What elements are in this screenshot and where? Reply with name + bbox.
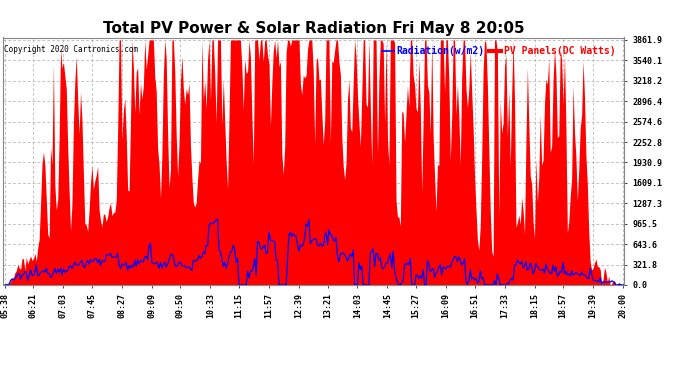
Title: Total PV Power & Solar Radiation Fri May 8 20:05: Total PV Power & Solar Radiation Fri May… [103, 21, 525, 36]
Legend: Radiation(w/m2), PV Panels(DC Watts): Radiation(w/m2), PV Panels(DC Watts) [378, 42, 620, 60]
Text: Copyright 2020 Cartronics.com: Copyright 2020 Cartronics.com [4, 45, 138, 54]
